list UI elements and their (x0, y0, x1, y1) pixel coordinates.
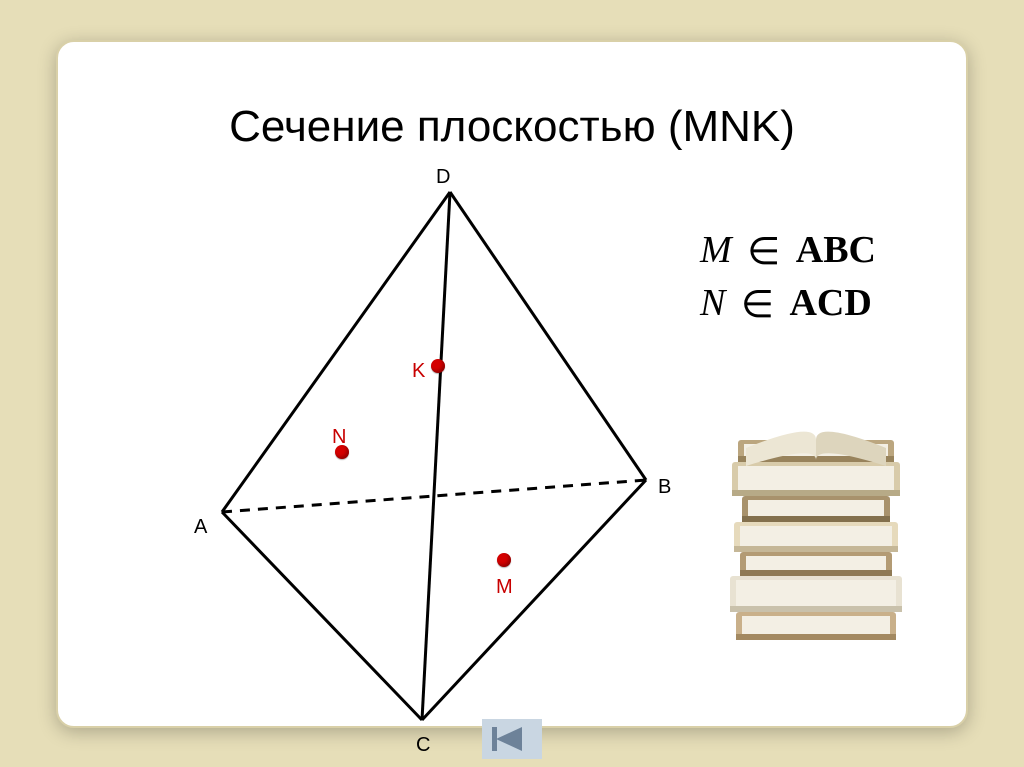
tetrahedron-diagram: ABCDKNM (168, 182, 688, 742)
vertex-label-c: C (416, 734, 430, 757)
page-title: Сечение плоскостью (MNK) (58, 102, 966, 152)
point-label-k: K (412, 360, 425, 383)
vertex-label-b: B (658, 476, 671, 499)
var-n: N (700, 282, 725, 324)
point-m (497, 553, 511, 567)
prev-arrow-icon (482, 719, 542, 759)
set-acd: ACD (789, 282, 871, 324)
math-conditions: M ∈ ABC N ∈ ACD (700, 227, 876, 333)
books-svg (726, 400, 906, 650)
point-label-m: M (496, 576, 513, 599)
math-line-1: M ∈ ABC (700, 227, 876, 272)
point-label-n: N (332, 426, 346, 449)
math-line-2: N ∈ ACD (700, 280, 876, 325)
vertex-label-d: D (436, 166, 450, 189)
prev-slide-button[interactable] (482, 719, 542, 759)
vertex-label-a: A (194, 516, 207, 539)
slide: Сечение плоскостью (MNK) ABCDKNM M ∈ ABC… (0, 0, 1024, 767)
content-card: Сечение плоскостью (MNK) ABCDKNM M ∈ ABC… (56, 40, 968, 728)
var-m: M (700, 229, 732, 271)
set-abc: ABC (796, 229, 876, 271)
element-of-icon: ∈ (747, 229, 780, 274)
point-k (431, 359, 445, 373)
element-of-icon: ∈ (741, 282, 774, 327)
diagram-svg (168, 182, 688, 742)
books-illustration (726, 400, 906, 650)
